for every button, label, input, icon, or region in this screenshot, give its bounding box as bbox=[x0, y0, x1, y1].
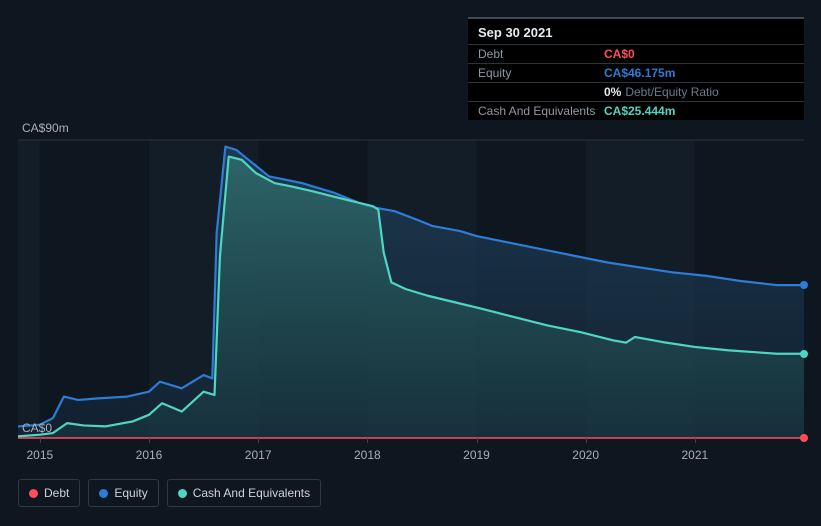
x-tick-mark bbox=[477, 438, 478, 443]
legend-item-cash[interactable]: Cash And Equivalents bbox=[167, 479, 321, 507]
chart-tooltip: Sep 30 2021 Debt CA$0 Equity CA$46.175m … bbox=[468, 17, 804, 120]
legend-label: Debt bbox=[44, 486, 69, 500]
x-tick-label: 2021 bbox=[681, 448, 708, 462]
tooltip-row-equity: Equity CA$46.175m bbox=[468, 63, 804, 82]
legend-swatch-icon bbox=[29, 489, 38, 498]
x-tick-mark bbox=[367, 438, 368, 443]
tooltip-value: CA$46.175m bbox=[604, 66, 675, 80]
debt-end-marker bbox=[800, 434, 808, 442]
equity-end-marker bbox=[800, 281, 808, 289]
tooltip-row-debt: Debt CA$0 bbox=[468, 44, 804, 63]
legend-label: Cash And Equivalents bbox=[193, 486, 310, 500]
x-tick-mark bbox=[586, 438, 587, 443]
tooltip-date: Sep 30 2021 bbox=[468, 19, 804, 44]
tooltip-ratio-value: 0% bbox=[604, 85, 621, 99]
tooltip-label: Cash And Equivalents bbox=[478, 104, 604, 118]
x-tick-mark bbox=[258, 438, 259, 443]
tooltip-value: CA$25.444m bbox=[604, 104, 675, 118]
x-tick-label: 2015 bbox=[26, 448, 53, 462]
x-tick-label: 2017 bbox=[245, 448, 272, 462]
tooltip-row-ratio: 0% Debt/Equity Ratio bbox=[468, 82, 804, 101]
x-tick-label: 2018 bbox=[354, 448, 381, 462]
legend-swatch-icon bbox=[178, 489, 187, 498]
tooltip-value: CA$0 bbox=[604, 47, 635, 61]
legend-item-debt[interactable]: Debt bbox=[18, 479, 80, 507]
tooltip-ratio: 0% Debt/Equity Ratio bbox=[604, 85, 719, 99]
tooltip-ratio-label: Debt/Equity Ratio bbox=[625, 85, 718, 99]
legend-label: Equity bbox=[114, 486, 147, 500]
x-axis: 2015 2016 2017 2018 2019 2020 2021 bbox=[0, 448, 821, 464]
x-tick-label: 2019 bbox=[463, 448, 490, 462]
tooltip-label bbox=[478, 85, 604, 99]
tooltip-label: Debt bbox=[478, 47, 604, 61]
legend-item-equity[interactable]: Equity bbox=[88, 479, 158, 507]
legend-swatch-icon bbox=[99, 489, 108, 498]
y-axis-label-max: CA$90m bbox=[22, 121, 69, 135]
tooltip-row-cash: Cash And Equivalents CA$25.444m bbox=[468, 101, 804, 120]
cash-end-marker bbox=[800, 350, 808, 358]
financial-chart: CA$90m CA$0 2015 2016 2017 2018 2019 2020 2021… bbox=[0, 0, 821, 526]
y-axis-label-min: CA$0 bbox=[22, 421, 52, 435]
x-tick-label: 2020 bbox=[572, 448, 599, 462]
x-tick-mark bbox=[40, 438, 41, 443]
x-tick-label: 2016 bbox=[136, 448, 163, 462]
tooltip-label: Equity bbox=[478, 66, 604, 80]
legend: Debt Equity Cash And Equivalents bbox=[18, 479, 321, 507]
x-tick-mark bbox=[149, 438, 150, 443]
x-tick-mark bbox=[695, 438, 696, 443]
